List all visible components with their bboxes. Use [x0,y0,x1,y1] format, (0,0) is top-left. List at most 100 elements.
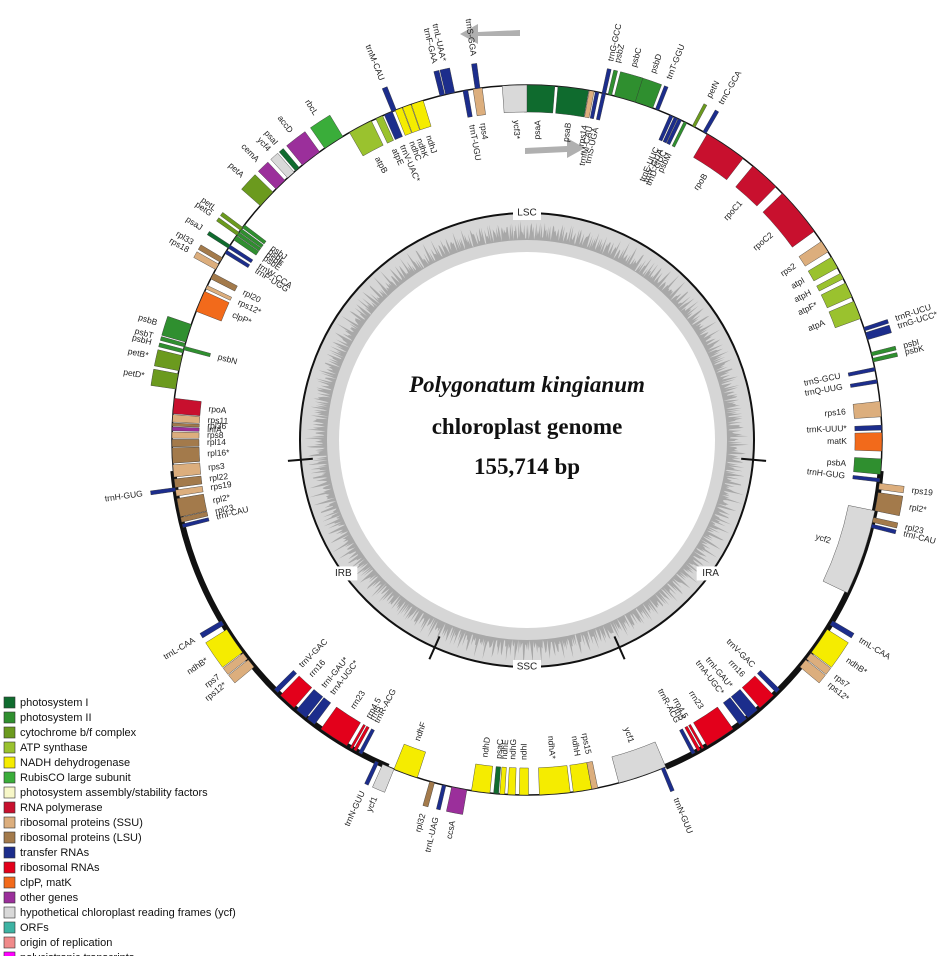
gene-block [197,244,223,263]
region-label: IRB [335,568,352,579]
gene-block [381,86,397,113]
gene-label: ndhB* [844,655,869,677]
gene-block [176,493,208,518]
gene-block [241,174,274,206]
gene-block [280,675,313,709]
legend-swatch [3,786,16,799]
gene-block [586,761,599,790]
gene-block [242,224,267,245]
gene-block [806,652,832,675]
gene-block [372,764,395,793]
gene-label: psbH [131,332,153,347]
gene-block [172,422,200,428]
gene-block [172,414,201,424]
gene-block [762,193,815,248]
gene-label: trnH-GUG [806,466,845,480]
gene-block [171,446,200,464]
gene-label: rps2 [778,261,798,279]
gene-label: ycf2 [814,531,832,546]
legend-label: photosystem assembly/stability factors [20,787,208,799]
gene-block [863,319,889,332]
legend-swatch [3,846,16,859]
gene-block [258,161,286,190]
gene-block [847,367,876,377]
gene-label: ccsA [444,819,457,839]
gene-label: psbA [826,457,846,468]
gene-label: ycf3* [512,120,523,140]
legend-swatch [3,696,16,709]
gene-label: atpB [373,155,390,175]
gene-block [384,111,403,140]
gene-block [353,725,370,752]
genome-title: chloroplast genome [432,414,623,439]
gene-block [205,629,243,668]
genome-size: 155,714 bp [474,454,580,479]
gene-block [820,282,853,309]
gene-block [872,517,899,529]
gene-label: ndhH [570,735,583,757]
gene-label: ndhF [412,721,428,743]
gene-label: rps15 [580,732,594,755]
gene-block [584,90,595,119]
gene-block [206,231,231,249]
gene-block [150,368,179,390]
gene-block [222,652,248,675]
gene-label: rpoC1 [721,198,744,222]
region-label: IRA [702,568,719,579]
gene-label: rrn23 [687,689,706,711]
gene-block [471,763,493,794]
gene-label: psaJ [184,214,205,232]
gene-label: matK [827,436,847,446]
gene-block [852,401,882,419]
region-boundary [287,457,313,462]
gene-label: rps11 [207,415,228,426]
gene-block [493,766,501,795]
gene-block [393,743,426,778]
gene-label: trnH-GUG [104,488,143,503]
legend-swatch [3,771,16,784]
gene-label: petD* [123,367,146,380]
legend-label: ATP synthase [20,742,87,754]
legend-label: RubisCO large subunit [20,772,131,784]
gene-label: trnL-CAA [857,635,892,662]
gene-block [422,781,435,808]
gene-block [507,767,517,796]
gene-block [499,766,507,795]
gene-block [161,316,192,343]
gene-block [693,706,734,747]
gene-block [205,285,232,301]
gene-block [692,103,708,128]
gene-label: psbN [217,352,239,367]
legend-swatch [3,711,16,724]
gene-block [655,85,669,111]
gene-block [224,250,251,268]
legend-label: clpP, matK [20,877,72,889]
gene-block [220,212,244,231]
gene-label: psbD [648,53,664,75]
direction-arrow [525,138,585,158]
gene-block [611,741,666,784]
gene-block [375,115,394,144]
gene-block [854,424,883,432]
gene-label: rps4 [478,122,490,140]
gene-block [394,107,412,136]
gene-label: trnN-GUU [672,796,696,835]
gene-block [596,92,606,121]
region-label-bg [329,566,358,581]
gene-block [358,728,375,755]
gene-label: psaA [532,120,543,140]
gene-block [173,475,203,488]
gene-label: ycf1 [622,726,637,744]
gene-block [811,629,849,668]
gene-label: psbC [628,46,643,68]
species-title: Polygonatum kingianum [408,372,645,397]
gene-label: rpl23 [904,522,925,536]
gene-block [798,241,829,267]
arrows [460,24,585,158]
legend-label: cytochrome b/f complex [20,727,137,739]
gene-block [735,165,777,207]
gene-block [870,345,897,357]
gene-block [816,273,844,292]
gene-block [175,485,204,497]
region-boundary [428,636,441,660]
